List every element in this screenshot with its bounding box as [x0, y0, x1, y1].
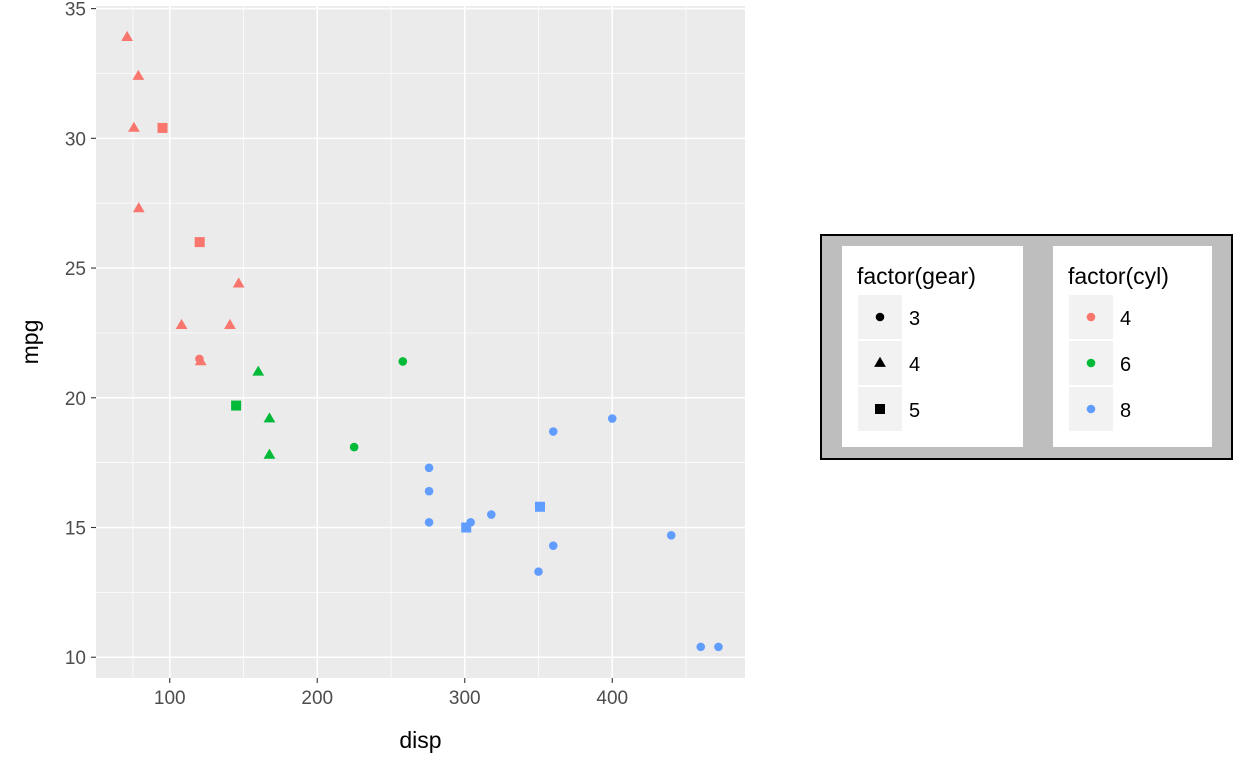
data-point — [224, 318, 236, 329]
data-point — [424, 463, 434, 473]
legend-label: 4 — [1120, 308, 1131, 330]
data-point — [263, 448, 276, 459]
legend-key-symbol — [875, 312, 885, 322]
data-point — [194, 237, 205, 248]
legend-label: 8 — [1120, 400, 1131, 422]
data-point — [349, 442, 359, 452]
data-point — [548, 427, 558, 436]
data-point — [534, 567, 543, 576]
y-tick-label: 20 — [65, 389, 86, 410]
data-point — [666, 530, 676, 540]
data-point — [461, 522, 472, 533]
legend-key-symbol — [875, 404, 885, 414]
data-point — [194, 355, 207, 366]
data-point — [128, 121, 140, 132]
data-point — [548, 541, 558, 550]
legend-key-symbol — [874, 356, 886, 367]
data-point — [231, 400, 242, 411]
points-layer — [121, 30, 723, 652]
legend-key-symbol — [1086, 358, 1096, 368]
data-point — [607, 414, 617, 423]
data-point — [263, 412, 276, 423]
axis-layer: 100 200 300 400 10 15 20 25 30 35 — [65, 0, 628, 709]
y-tick-label: 30 — [65, 129, 86, 150]
x-tick-label: 300 — [449, 688, 481, 709]
x-tick-label: 100 — [154, 688, 186, 709]
legend-label: 6 — [1120, 354, 1131, 376]
data-point — [696, 642, 706, 652]
legend-title: factor(gear) — [857, 263, 976, 289]
data-point — [252, 365, 265, 376]
data-point — [157, 122, 168, 133]
legend-title: factor(cyl) — [1068, 263, 1169, 289]
legend-label: 5 — [909, 400, 920, 422]
data-point — [487, 510, 496, 519]
data-point — [232, 277, 245, 288]
y-tick-label: 15 — [65, 519, 86, 540]
y-tick-label: 35 — [65, 0, 86, 21]
data-point — [175, 318, 188, 329]
data-point — [132, 202, 145, 213]
data-point — [424, 518, 434, 527]
data-point — [424, 486, 434, 496]
legend-group: factor(gear) 3 4 5 — [842, 246, 1023, 447]
legend-key-symbol — [1086, 404, 1096, 414]
grid-layer — [96, 6, 745, 678]
legend-key-symbol — [1086, 312, 1096, 322]
data-point — [132, 69, 145, 80]
data-point — [121, 30, 134, 41]
x-tick-label: 200 — [301, 688, 333, 709]
data-point — [534, 501, 545, 512]
x-tick-label: 400 — [596, 688, 628, 709]
data-point — [714, 642, 723, 652]
plot-panel — [96, 6, 745, 678]
y-axis-title: mpg — [17, 320, 43, 365]
data-point — [398, 357, 408, 366]
x-axis-title: disp — [399, 727, 441, 753]
y-tick-label: 25 — [65, 259, 86, 280]
y-tick-label: 10 — [65, 648, 86, 669]
legend-group: factor(cyl) 4 6 8 — [1053, 246, 1212, 447]
legend-label: 3 — [909, 308, 920, 330]
legend-label: 4 — [909, 354, 920, 376]
legend: factor(gear) 3 4 5 factor(cyl) 4 6 8 — [820, 234, 1233, 460]
